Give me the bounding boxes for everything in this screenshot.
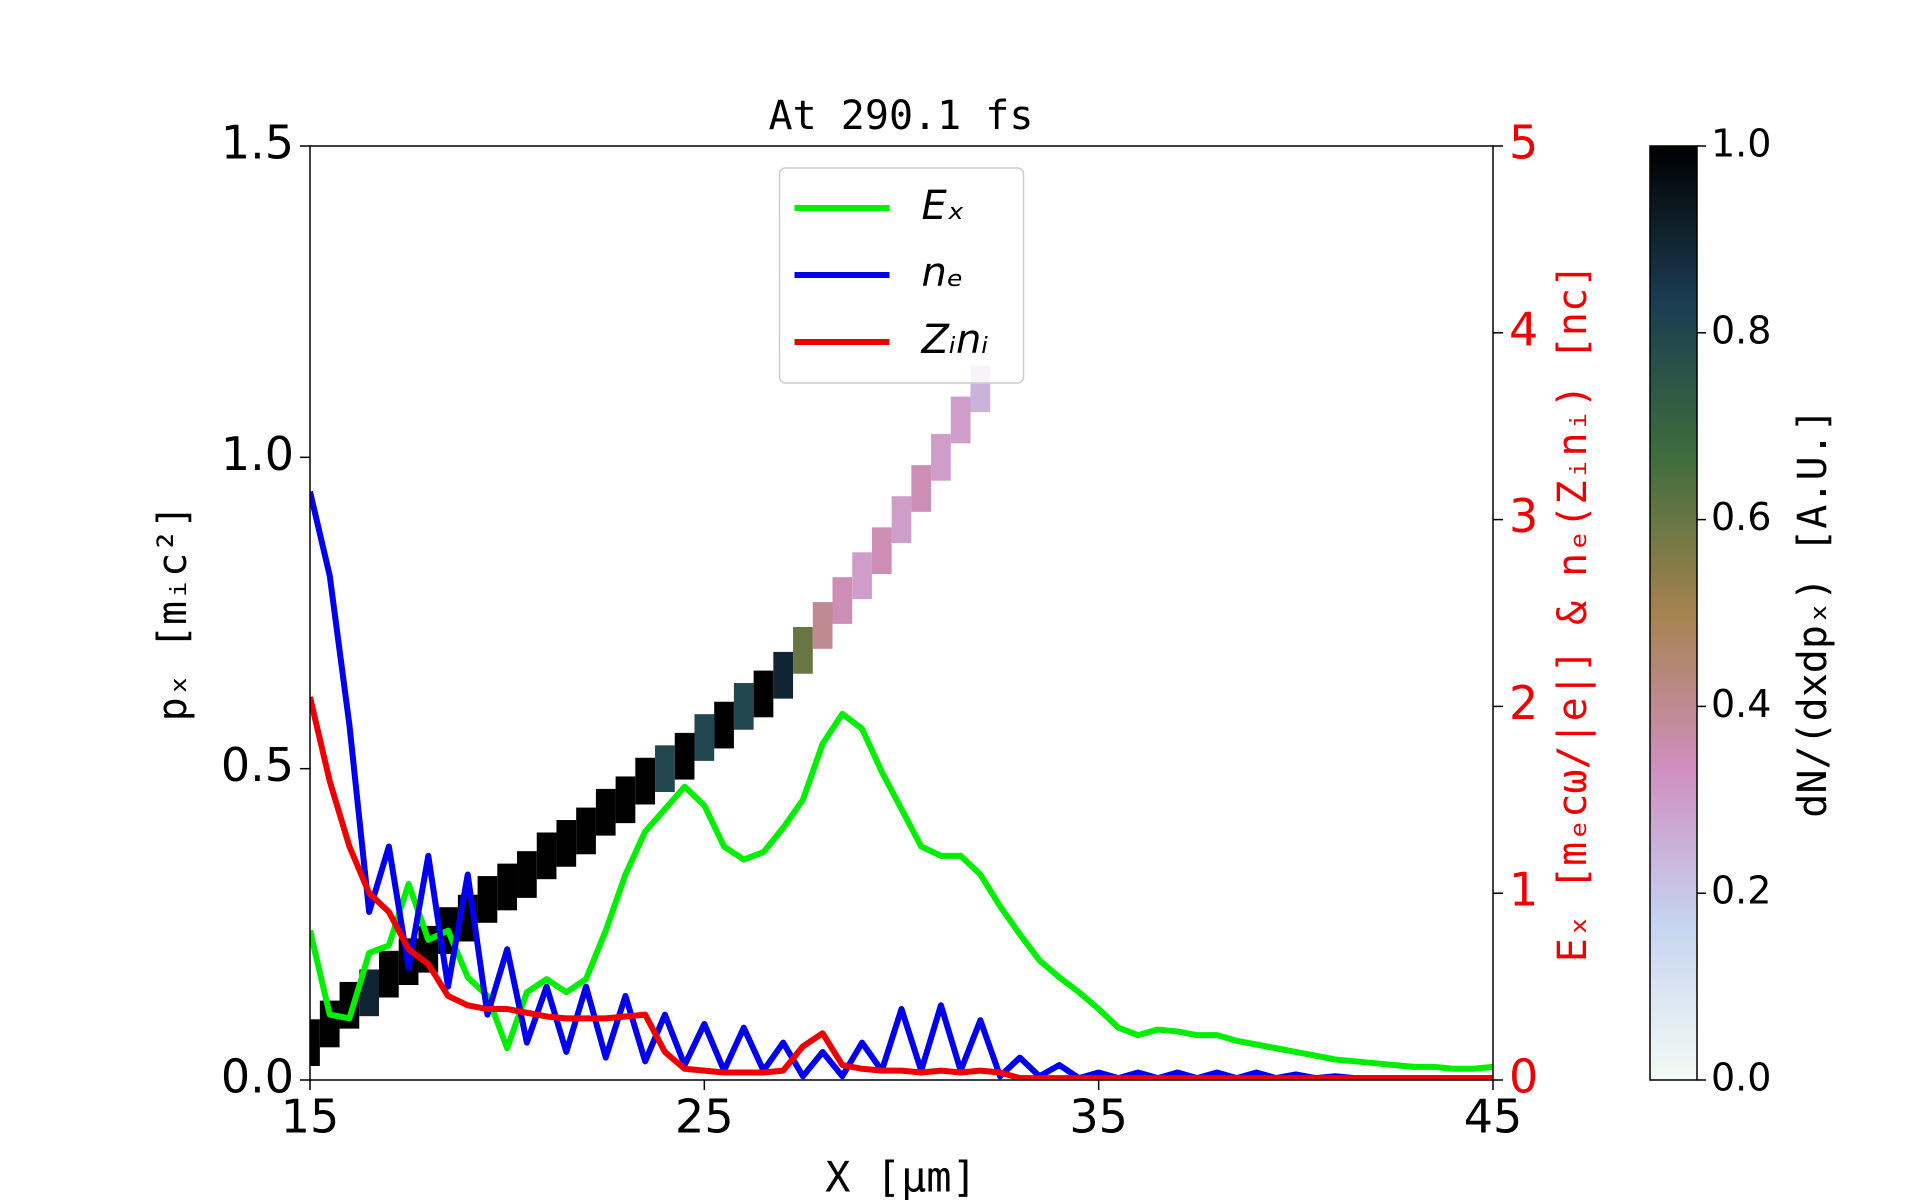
x-tick-label: 35 (1069, 1090, 1128, 1144)
heatmap-cell (911, 465, 932, 512)
heatmap-cell (635, 757, 656, 805)
legend-label: Zᵢnᵢ (921, 317, 989, 363)
colorbar-label: dN/(dxdpₓ) [A.U.] (1790, 408, 1836, 817)
heatmap-cell (832, 577, 853, 624)
chart-title: At 290.1 fs (769, 93, 1034, 139)
y2-tick-label: 1 (1509, 863, 1538, 917)
line-series (310, 490, 1493, 1080)
y-tick-label: 1.5 (221, 116, 294, 170)
colorbar-tick-label: 0.2 (1711, 869, 1771, 913)
colorbar (1649, 145, 1698, 1081)
colorbar-tick-label: 0.4 (1711, 682, 1771, 726)
heatmap-cell (950, 396, 971, 444)
colorbar-tick-label: 0.0 (1711, 1056, 1771, 1100)
legend-label: nₑ (922, 250, 964, 296)
heatmap-cell (714, 701, 734, 749)
line-series (310, 696, 1493, 1080)
heatmap-cell (379, 950, 399, 998)
heatmap-cell (753, 670, 774, 718)
legend-label: Eₓ (922, 183, 965, 229)
colorbar-tick-label: 1.0 (1711, 122, 1771, 166)
x-tick-label: 15 (281, 1090, 340, 1144)
heatmap-cell (812, 602, 833, 649)
x-axis-label: X [μm] (825, 1153, 977, 1200)
y2-axis-label: Eₓ [mₑcω/|e|] & nₑ(Zᵢnᵢ) [nc] (1550, 264, 1596, 962)
heatmap-cell (852, 552, 872, 599)
y-tick-label: 1.0 (221, 427, 294, 481)
y2-tick-label: 3 (1509, 489, 1538, 543)
x-tick-label: 25 (675, 1090, 734, 1144)
heatmap-cell (536, 832, 557, 880)
heatmap-cell (674, 732, 695, 780)
heatmap-cell (359, 969, 380, 1017)
heatmap-cell (871, 527, 892, 575)
heatmap-cell (773, 651, 794, 699)
line-series (310, 710, 1493, 1072)
y-tick-label: 0.5 (221, 738, 294, 792)
y-axis-label: pₓ [mᵢc²] (150, 505, 196, 722)
heatmap-cell (793, 627, 813, 674)
colorbar-tick-label: 0.6 (1711, 495, 1771, 539)
axes-frame (309, 145, 1494, 1081)
heatmap-cell (891, 496, 912, 543)
heatmap-cell (694, 714, 715, 761)
heatmap-cell (556, 820, 577, 867)
heatmap-cell (931, 433, 951, 481)
colorbar-tick-label: 0.8 (1711, 308, 1771, 352)
heatmap-cell (319, 1000, 340, 1048)
y2-tick-label: 2 (1509, 676, 1538, 730)
x-tick-label: 45 (1464, 1090, 1523, 1144)
y2-tick-label: 5 (1509, 116, 1538, 170)
heatmap-cell (477, 876, 498, 923)
legend-box (778, 167, 1025, 384)
heatmap-cell (497, 863, 518, 911)
plot-area (310, 365, 1493, 1080)
heatmap-cell (733, 683, 754, 730)
y2-tick-label: 4 (1509, 302, 1538, 356)
heatmap-cell (517, 851, 537, 898)
y2-tick-label: 0 (1509, 1050, 1538, 1104)
heatmap-cell (615, 776, 636, 824)
y-tick-label: 0.0 (221, 1050, 294, 1104)
heatmap-cell (655, 745, 675, 793)
heatmap-cell (310, 1019, 320, 1066)
heatmap-cell (595, 788, 616, 836)
heatmap-cell (576, 807, 596, 855)
